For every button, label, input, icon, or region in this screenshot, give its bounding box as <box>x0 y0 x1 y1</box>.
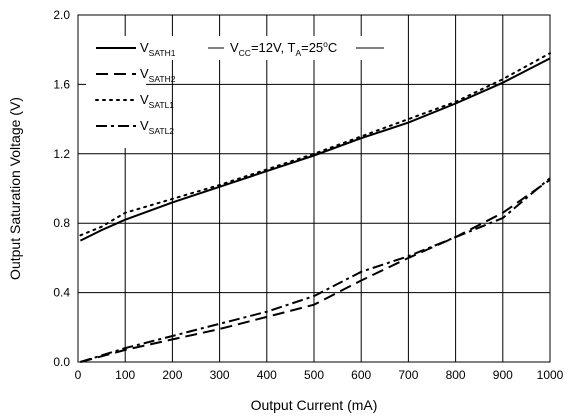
legend-main: V <box>140 40 149 55</box>
x-tick-label: 100 <box>115 368 135 382</box>
legend-subscript: SATH2 <box>149 74 176 84</box>
legend-main: V <box>140 92 149 107</box>
x-tick-label: 1000 <box>537 368 564 382</box>
plot-frame <box>77 14 551 363</box>
x-tick-label: 400 <box>257 368 277 382</box>
condition-ta-degree: o <box>323 39 328 49</box>
series-line-sath1 <box>79 57 551 242</box>
condition-ta-sub: A <box>295 48 301 58</box>
legend-entry-satl2: VSATL2 <box>140 118 174 136</box>
x-tick-label: 800 <box>446 368 466 382</box>
y-tick-label: 0.8 <box>53 216 70 230</box>
legend-entry-sath2: VSATH2 <box>140 66 176 84</box>
y-tick-label: 0.0 <box>53 355 70 369</box>
series-line-satl1 <box>79 52 551 237</box>
x-tick-labels: 0 100 200 300 400 500 600 700 800 900 1000 <box>75 368 564 382</box>
x-tick-label: 700 <box>398 368 418 382</box>
x-tick-label: 600 <box>351 368 371 382</box>
series-lines <box>79 52 551 363</box>
x-tick-label: 300 <box>210 368 230 382</box>
y-tick-label: 0.4 <box>53 286 70 300</box>
x-tick-label: 900 <box>493 368 513 382</box>
y-tick-labels: 0.0 0.4 0.8 1.2 1.6 2.0 <box>53 8 70 369</box>
condition-ta-main: T <box>287 40 295 55</box>
condition-ta-unit: C <box>328 40 337 55</box>
legend-subscript: SATL2 <box>149 126 175 136</box>
legend-subscript: SATH1 <box>149 48 176 58</box>
legend-main: V <box>140 118 149 133</box>
condition-ta-value: =25 <box>301 40 323 55</box>
condition-vcc-main: V <box>230 40 239 55</box>
condition-vcc-value: =12V, <box>251 40 288 55</box>
test-condition: VCC=12V, TA=25oC <box>230 39 337 58</box>
x-axis-label: Output Current (mA) <box>251 397 378 413</box>
condition-background <box>146 36 386 60</box>
grid <box>77 14 551 363</box>
x-tick-label: 0 <box>75 368 82 382</box>
y-tick-label: 1.6 <box>53 77 70 91</box>
x-tick-label: 500 <box>304 368 324 382</box>
series-line-satl2 <box>80 177 551 363</box>
y-axis-label: Output Saturation Voltage (V) <box>7 97 23 280</box>
series-line-sath2 <box>80 178 551 363</box>
legend-subscript: SATL1 <box>149 100 175 110</box>
legend-entry-satl1: VSATL1 <box>140 92 174 110</box>
legend-entry-sath1: VSATH1 <box>140 40 176 58</box>
x-tick-label: 200 <box>162 368 182 382</box>
condition-vcc-sub: CC <box>239 48 251 58</box>
legend-background <box>86 36 146 148</box>
y-tick-label: 1.2 <box>53 147 70 161</box>
y-tick-label: 2.0 <box>53 8 70 22</box>
legend-main: V <box>140 66 149 81</box>
